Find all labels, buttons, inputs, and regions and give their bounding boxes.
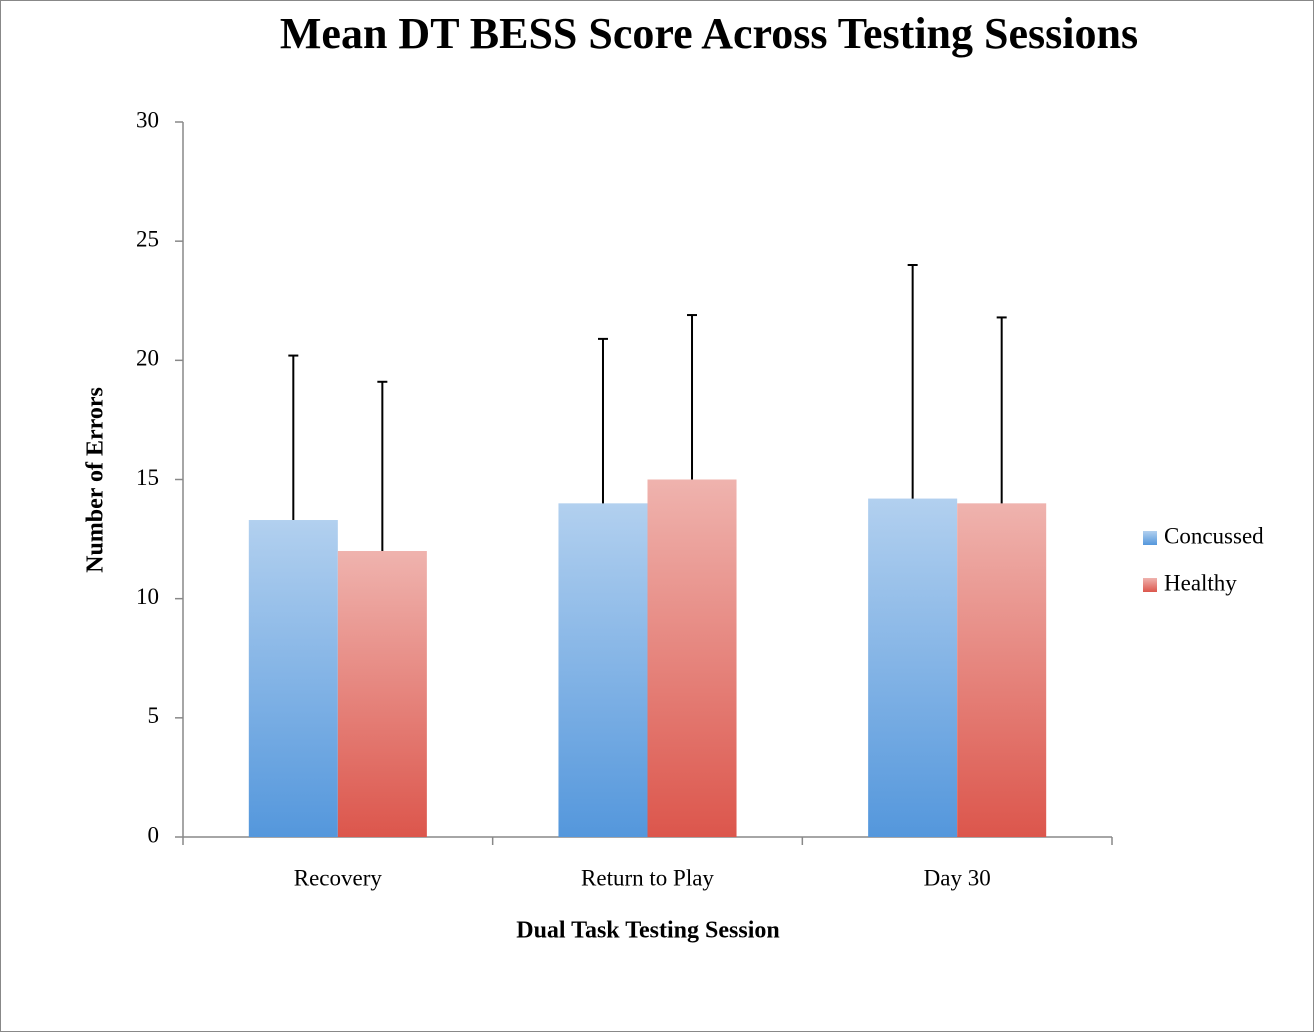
y-axis-label: Number of Errors xyxy=(83,387,109,573)
legend-label: Concussed xyxy=(1164,523,1264,548)
y-tick-label: 20 xyxy=(136,346,159,371)
legend-swatch xyxy=(1143,531,1157,545)
error-bar xyxy=(687,314,698,480)
bar xyxy=(868,498,958,837)
error-bar xyxy=(996,316,1007,504)
bar xyxy=(558,503,648,837)
y-tick-label: 15 xyxy=(136,465,159,490)
x-tick-label: Day 30 xyxy=(924,865,991,890)
error-bar xyxy=(597,337,608,504)
error-bar xyxy=(377,380,388,551)
bar xyxy=(248,520,338,837)
y-tick-label: 25 xyxy=(136,226,159,251)
error-bar xyxy=(907,264,918,499)
chart-title: Mean DT BESS Score Across Testing Sessio… xyxy=(280,9,1138,58)
x-axis-label: Dual Task Testing Session xyxy=(516,918,779,944)
y-tick-label: 30 xyxy=(136,107,159,132)
bar xyxy=(337,551,427,837)
y-tick-label: 0 xyxy=(148,822,160,847)
bar xyxy=(957,503,1047,837)
x-tick-label: Recovery xyxy=(294,865,383,890)
error-bar xyxy=(288,354,299,521)
y-tick-label: 10 xyxy=(136,584,159,609)
x-tick-label: Return to Play xyxy=(581,865,714,890)
legend-swatch xyxy=(1143,578,1157,592)
bar xyxy=(647,479,737,837)
y-tick-label: 5 xyxy=(148,703,160,728)
legend-label: Healthy xyxy=(1164,570,1237,595)
